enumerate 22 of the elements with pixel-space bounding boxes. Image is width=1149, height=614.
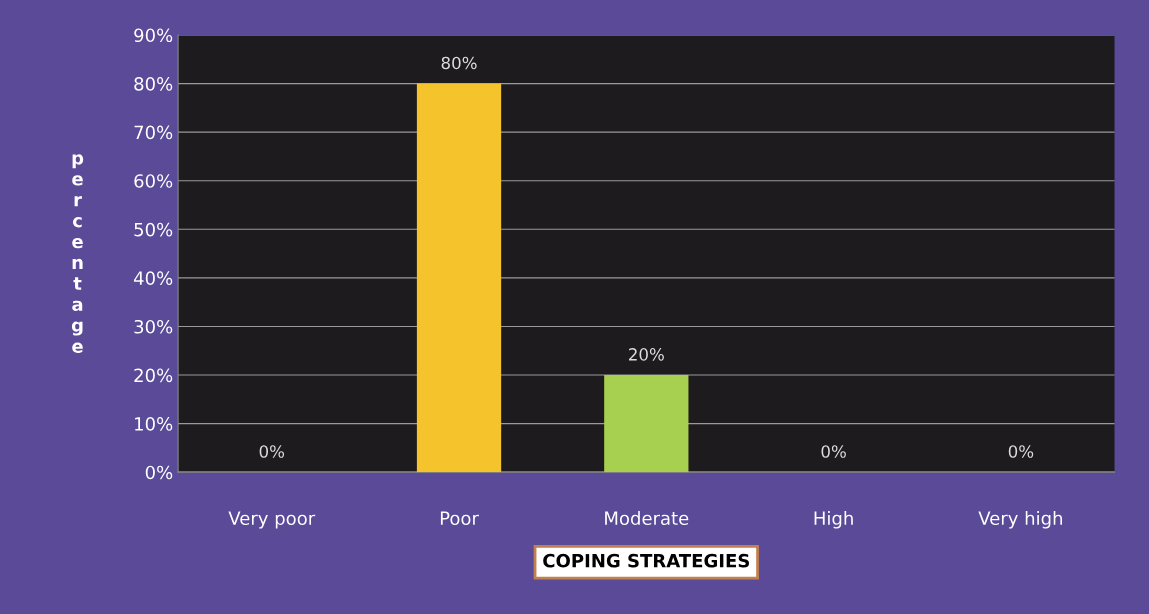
x-axis-title: COPING STRATEGIES xyxy=(543,553,750,568)
text: percentage xyxy=(71,154,84,353)
y-tick-label: 30% xyxy=(134,319,173,334)
data-label: 0% xyxy=(1008,445,1034,458)
y-tick-label: 40% xyxy=(133,271,173,285)
data-label: 80% xyxy=(441,56,477,70)
x-tick-label: Very high xyxy=(978,511,1062,529)
x-tick-label: Moderate xyxy=(605,511,689,526)
x-tick-label: High xyxy=(814,511,853,529)
y-tick-label: 0% xyxy=(145,465,173,480)
y-tick-label: 60% xyxy=(134,174,173,188)
data-label: 20% xyxy=(629,348,664,361)
y-tick-label: 90% xyxy=(134,28,173,43)
x-tick-label: Very poor xyxy=(228,511,316,529)
x-tick-label: Poor xyxy=(440,511,479,526)
y-tick-label: 50% xyxy=(134,222,173,237)
data-label: 0% xyxy=(821,445,846,458)
data-label: 0% xyxy=(259,445,285,458)
y-tick-label: 80% xyxy=(134,77,173,91)
y-tick-label: 70% xyxy=(134,125,173,140)
y-tick-label: 10% xyxy=(135,417,173,431)
y-tick-label: 20% xyxy=(134,368,173,383)
